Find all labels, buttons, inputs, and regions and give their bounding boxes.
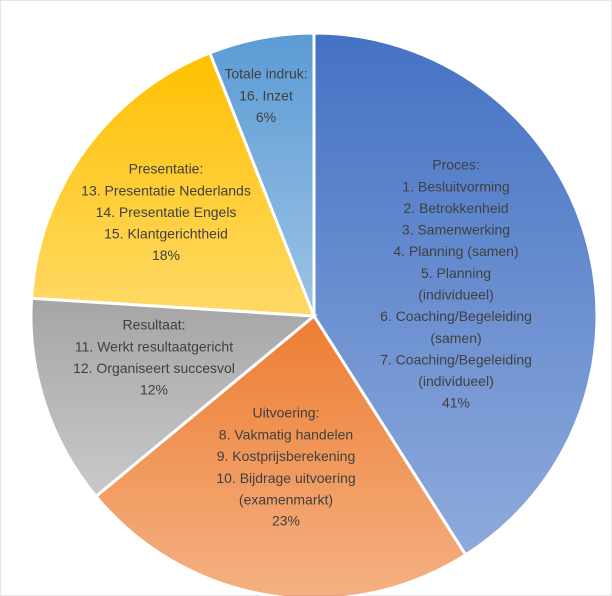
value-label: 18% bbox=[152, 247, 180, 263]
item-label: 12. Organiseert succesvol bbox=[73, 360, 235, 376]
item-label: 15. Klantgerichtheid bbox=[104, 226, 228, 242]
item-label: 2. Betrokkenheid bbox=[403, 200, 508, 216]
value-label: 12% bbox=[140, 382, 168, 398]
category-label: Resultaat: bbox=[122, 317, 185, 333]
value-label: 41% bbox=[442, 394, 470, 410]
pie-slice bbox=[29, 50, 317, 318]
pie-slice bbox=[207, 31, 316, 317]
item-label: 13. Presentatie Nederlands bbox=[81, 182, 251, 198]
item-label: 9. Kostprijsberekening bbox=[217, 448, 356, 464]
item-label: 16. Inzet bbox=[239, 87, 293, 103]
category-label: Uitvoering: bbox=[253, 405, 320, 421]
item-label: 10. Bijdrage uitvoering (examenmarkt) bbox=[216, 470, 355, 508]
item-label: 14. Presentatie Engels bbox=[96, 204, 237, 220]
value-label: 6% bbox=[256, 109, 276, 125]
value-label: 23% bbox=[272, 513, 300, 529]
category-label: Totale indruk: bbox=[224, 66, 307, 82]
item-label: 7. Coaching/Begeleiding (individueel) bbox=[380, 351, 532, 389]
item-label: 6. Coaching/Begeleiding (samen) bbox=[380, 308, 532, 346]
category-label: Presentatie: bbox=[129, 161, 204, 177]
item-label: 3. Samenwerking bbox=[402, 222, 510, 238]
item-label: 1. Besluitvorming bbox=[402, 178, 509, 194]
item-label: 8. Vakmatig handelen bbox=[219, 426, 353, 442]
pie-slice bbox=[312, 31, 599, 558]
category-label: Proces: bbox=[432, 157, 479, 173]
item-label: 11. Werkt resultaatgericht bbox=[75, 338, 233, 354]
item-label: 4. Planning (samen) bbox=[393, 243, 518, 259]
pie-slice bbox=[29, 296, 318, 499]
item-label: 5. Planning (individueel) bbox=[418, 265, 493, 303]
